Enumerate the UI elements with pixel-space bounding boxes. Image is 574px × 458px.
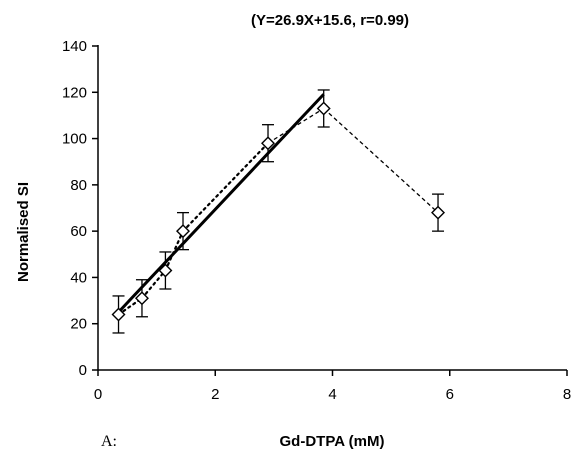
y-axis-label: Normalised SI <box>15 182 32 282</box>
connector-segment <box>164 230 185 272</box>
data-points <box>111 101 446 322</box>
data-point-diamond <box>431 205 446 220</box>
x-axis-label: Gd-DTPA (mM) <box>280 433 385 450</box>
y-tick-label: 80 <box>70 177 87 194</box>
connector-segment <box>181 142 270 233</box>
y-tick-label: 100 <box>62 131 87 148</box>
axes: 0 20 40 60 80 100 120 140 0 2 4 6 8 <box>62 38 571 403</box>
y-tick-label: 60 <box>70 223 87 240</box>
data-point-diamond <box>176 224 190 239</box>
x-tick-label: 4 <box>328 386 336 403</box>
y-tick-label: 120 <box>62 84 87 101</box>
y-tick-label: 140 <box>62 38 87 55</box>
x-tick-label: 2 <box>211 386 219 403</box>
data-connectors <box>117 107 439 316</box>
y-tick-label: 40 <box>70 269 87 286</box>
data-point-diamond <box>316 101 331 116</box>
connector-segment <box>323 108 439 214</box>
x-tick-label: 0 <box>94 386 102 403</box>
connector-segment <box>140 269 167 300</box>
x-tick-label: 6 <box>446 386 454 403</box>
regression-line-group <box>117 93 325 314</box>
panel-label: A: <box>101 433 117 450</box>
data-point-diamond <box>158 263 173 278</box>
chart-title: (Y=26.9X+15.6, r=0.99) <box>251 12 409 29</box>
connector-segment <box>267 107 325 144</box>
y-tick-label: 20 <box>70 316 87 333</box>
data-point-diamond <box>134 291 149 306</box>
data-point-diamond <box>111 307 126 322</box>
data-point-diamond <box>261 136 276 151</box>
x-tick-label: 8 <box>563 386 571 403</box>
error-bars <box>112 89 445 334</box>
regression-line <box>117 93 325 314</box>
y-tick-label: 0 <box>79 362 87 379</box>
